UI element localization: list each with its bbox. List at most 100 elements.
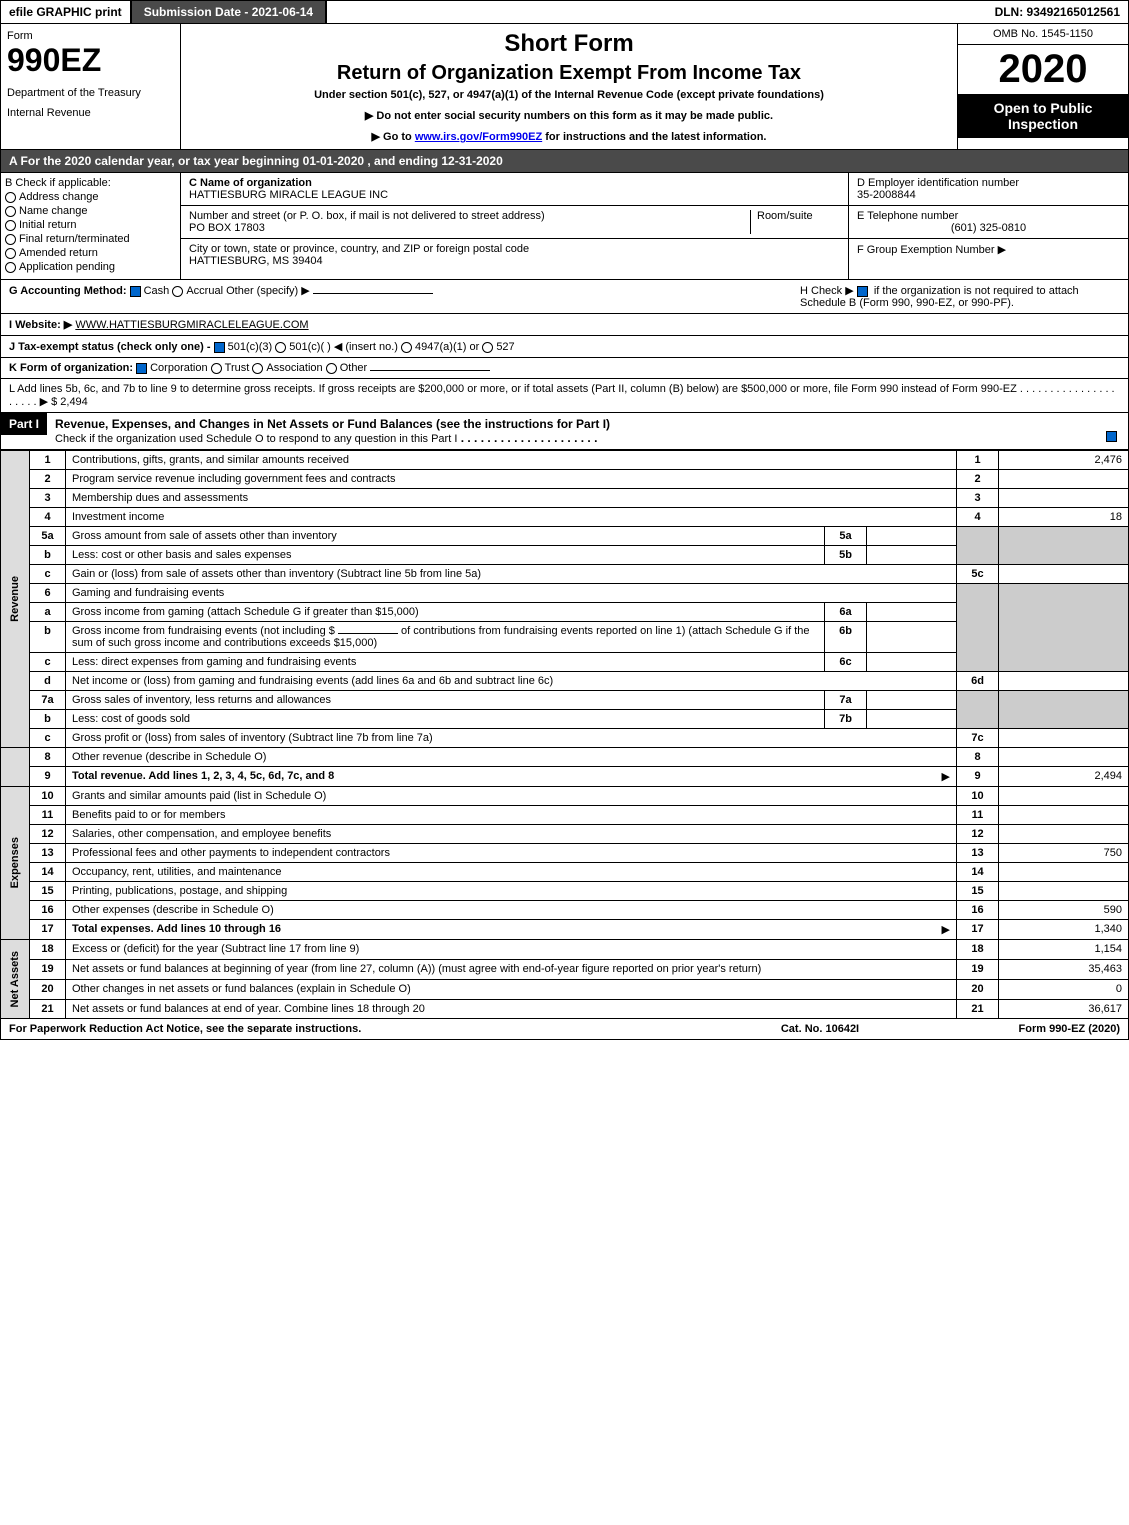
radio-501c-icon[interactable]	[275, 342, 286, 353]
table-row: 16Other expenses (describe in Schedule O…	[1, 901, 1129, 920]
part1-header: Part I Revenue, Expenses, and Changes in…	[0, 413, 1129, 450]
ein: 35-2008844	[857, 189, 1120, 201]
section-l: L Add lines 5b, 6c, and 7b to line 9 to …	[0, 379, 1129, 413]
return-title: Return of Organization Exempt From Incom…	[187, 62, 951, 85]
j-label: J Tax-exempt status (check only one) -	[9, 341, 214, 353]
org-name: HATTIESBURG MIRACLE LEAGUE INC	[189, 189, 840, 201]
b-label: B Check if applicable:	[5, 177, 176, 189]
irs-link[interactable]: www.irs.gov/Form990EZ	[415, 131, 542, 143]
accrual-label: Accrual	[186, 285, 223, 297]
form-label: Form	[7, 30, 174, 42]
k-label: K Form of organization:	[9, 362, 133, 374]
topbar: efile GRAPHIC print Submission Date - 20…	[0, 0, 1129, 24]
section-h: H Check ▶ if the organization is not req…	[800, 284, 1120, 309]
table-row: 15Printing, publications, postage, and s…	[1, 882, 1129, 901]
radio-trust-icon[interactable]	[211, 363, 222, 374]
radio-icon[interactable]	[5, 192, 16, 203]
table-row: 5aGross amount from sale of assets other…	[1, 527, 1129, 546]
e-label: E Telephone number	[857, 210, 1120, 222]
table-row: cGross profit or (loss) from sales of in…	[1, 729, 1129, 748]
check-address: Address change	[5, 191, 176, 203]
open-public: Open to Public Inspection	[958, 94, 1128, 138]
i-label: I Website: ▶	[9, 319, 72, 331]
info-block: B Check if applicable: Address change Na…	[0, 173, 1129, 280]
revenue-sidelabel: Revenue	[7, 568, 23, 630]
table-row: 20Other changes in net assets or fund ba…	[1, 979, 1129, 999]
radio-assoc-icon[interactable]	[252, 363, 263, 374]
j-opt1: 501(c)(3)	[228, 341, 273, 353]
main-table: Revenue 1Contributions, gifts, grants, a…	[0, 450, 1129, 1019]
f-label: F Group Exemption Number ▶	[857, 244, 1006, 256]
footer-left: For Paperwork Reduction Act Notice, see …	[9, 1023, 720, 1035]
radio-other-icon[interactable]	[326, 363, 337, 374]
table-row: Revenue 1Contributions, gifts, grants, a…	[1, 451, 1129, 470]
table-row: 8Other revenue (describe in Schedule O)8	[1, 748, 1129, 767]
footer: For Paperwork Reduction Act Notice, see …	[0, 1019, 1129, 1040]
check-cash-icon[interactable]	[130, 286, 141, 297]
section-f: F Group Exemption Number ▶	[849, 239, 1128, 260]
table-row: 14Occupancy, rent, utilities, and mainte…	[1, 863, 1129, 882]
section-i: I Website: ▶ WWW.HATTIESBURGMIRACLELEAGU…	[0, 314, 1129, 336]
goto-pre: ▶ Go to	[372, 131, 415, 143]
part1-title: Revenue, Expenses, and Changes in Net As…	[47, 413, 1128, 449]
radio-4947-icon[interactable]	[401, 342, 412, 353]
short-form-title: Short Form	[187, 30, 951, 58]
room-label: Room/suite	[750, 210, 840, 234]
table-row: 19Net assets or fund balances at beginni…	[1, 959, 1129, 979]
table-row: 7aGross sales of inventory, less returns…	[1, 691, 1129, 710]
radio-527-icon[interactable]	[482, 342, 493, 353]
goto-line: ▶ Go to www.irs.gov/Form990EZ for instru…	[187, 130, 951, 143]
table-row: 12Salaries, other compensation, and empl…	[1, 825, 1129, 844]
section-g-h: G Accounting Method: Cash Accrual Other …	[0, 280, 1129, 314]
k-assoc: Association	[266, 362, 322, 374]
table-row: 3Membership dues and assessments3	[1, 489, 1129, 508]
l-text: L Add lines 5b, 6c, and 7b to line 9 to …	[9, 383, 1017, 395]
check-501c3-icon[interactable]	[214, 342, 225, 353]
table-row: Expenses 10Grants and similar amounts pa…	[1, 787, 1129, 806]
section-b: B Check if applicable: Address change Na…	[1, 173, 181, 279]
check-amended: Amended return	[5, 247, 176, 259]
subtitle: Under section 501(c), 527, or 4947(a)(1)…	[187, 89, 951, 101]
website: WWW.HATTIESBURGMIRACLELEAGUE.COM	[75, 319, 308, 331]
radio-icon[interactable]	[5, 206, 16, 217]
netassets-sidelabel: Net Assets	[7, 943, 23, 1015]
radio-accrual-icon[interactable]	[172, 286, 183, 297]
check-sched-o-icon[interactable]	[1106, 431, 1117, 442]
check-corp-icon[interactable]	[136, 363, 147, 374]
addr-label: Number and street (or P. O. box, if mail…	[189, 210, 750, 222]
g-label: G Accounting Method:	[9, 285, 127, 297]
table-row: 4Investment income418	[1, 508, 1129, 527]
h-text1: H Check ▶	[800, 285, 857, 297]
addr-row: Number and street (or P. O. box, if mail…	[181, 206, 848, 239]
info-right: D Employer identification number 35-2008…	[848, 173, 1128, 279]
check-h-icon[interactable]	[857, 286, 868, 297]
footer-form: Form 990-EZ (2020)	[920, 1023, 1120, 1035]
check-name: Name change	[5, 205, 176, 217]
city: HATTIESBURG, MS 39404	[189, 255, 529, 267]
table-row: 6Gaming and fundraising events	[1, 584, 1129, 603]
city-row: City or town, state or province, country…	[181, 239, 848, 271]
dln: DLN: 93492165012561	[987, 1, 1128, 23]
radio-icon[interactable]	[5, 262, 16, 273]
city-label: City or town, state or province, country…	[189, 243, 529, 255]
header: Form 990EZ Department of the Treasury In…	[0, 24, 1129, 150]
d-label: D Employer identification number	[857, 177, 1120, 189]
radio-icon[interactable]	[5, 248, 16, 259]
section-c: C Name of organization HATTIESBURG MIRAC…	[181, 173, 848, 279]
other-label: Other (specify) ▶	[226, 285, 310, 297]
radio-icon[interactable]	[5, 234, 16, 245]
radio-icon[interactable]	[5, 220, 16, 231]
check-final: Final return/terminated	[5, 233, 176, 245]
phone: (601) 325-0810	[857, 222, 1120, 234]
table-row: 11Benefits paid to or for members11	[1, 806, 1129, 825]
section-e: E Telephone number (601) 325-0810	[849, 206, 1128, 239]
part1-label: Part I	[1, 413, 47, 435]
k-other: Other	[340, 362, 368, 374]
j-opt4: 527	[496, 341, 514, 353]
addr: PO BOX 17803	[189, 222, 750, 234]
table-row: 17Total expenses. Add lines 10 through 1…	[1, 920, 1129, 940]
c-name-label: C Name of organization	[189, 177, 840, 189]
submission-date: Submission Date - 2021-06-14	[132, 1, 327, 23]
dept-treasury: Department of the Treasury	[7, 87, 174, 99]
table-row: 13Professional fees and other payments t…	[1, 844, 1129, 863]
